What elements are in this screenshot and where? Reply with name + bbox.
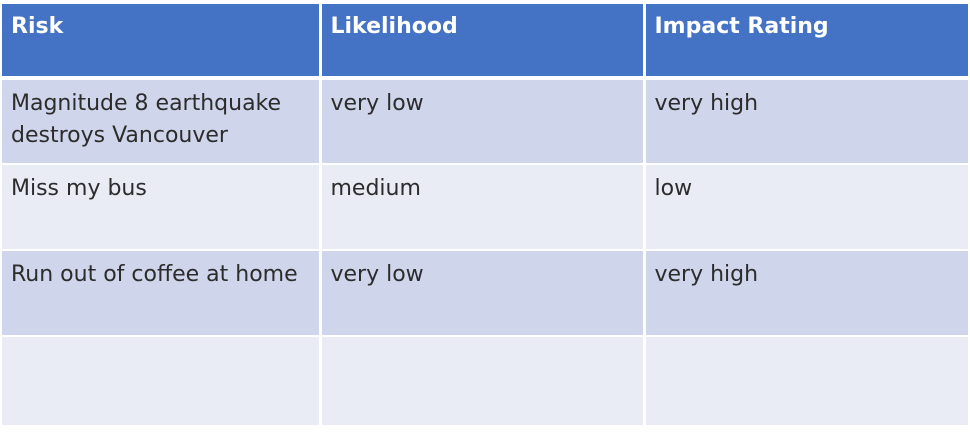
header-likelihood: Likelihood xyxy=(320,4,646,80)
table-row: Magnitude 8 earthquake destroys Vancouve… xyxy=(2,78,968,165)
risk-table: Risk Likelihood Impact Rating Magnitude … xyxy=(2,4,968,427)
cell-risk: Run out of coffee at home xyxy=(2,250,322,337)
cell-empty xyxy=(644,336,968,427)
cell-empty xyxy=(320,336,646,427)
table-row: Run out of coffee at home very low very … xyxy=(2,250,968,337)
header-impact-rating: Impact Rating xyxy=(644,4,968,80)
cell-impact-rating: low xyxy=(644,164,968,251)
header-risk: Risk xyxy=(2,4,322,80)
cell-empty xyxy=(2,336,322,427)
cell-likelihood: very low xyxy=(320,78,646,165)
table-row: Miss my bus medium low xyxy=(2,164,968,251)
table-row-empty xyxy=(2,336,968,427)
cell-impact-rating: very high xyxy=(644,250,968,337)
cell-impact-rating: very high xyxy=(644,78,968,165)
cell-likelihood: medium xyxy=(320,164,646,251)
cell-risk: Magnitude 8 earthquake destroys Vancouve… xyxy=(2,78,322,165)
table-header-row: Risk Likelihood Impact Rating xyxy=(2,4,968,80)
risk-table-container: Risk Likelihood Impact Rating Magnitude … xyxy=(0,4,970,433)
cell-likelihood: very low xyxy=(320,250,646,337)
cell-risk: Miss my bus xyxy=(2,164,322,251)
